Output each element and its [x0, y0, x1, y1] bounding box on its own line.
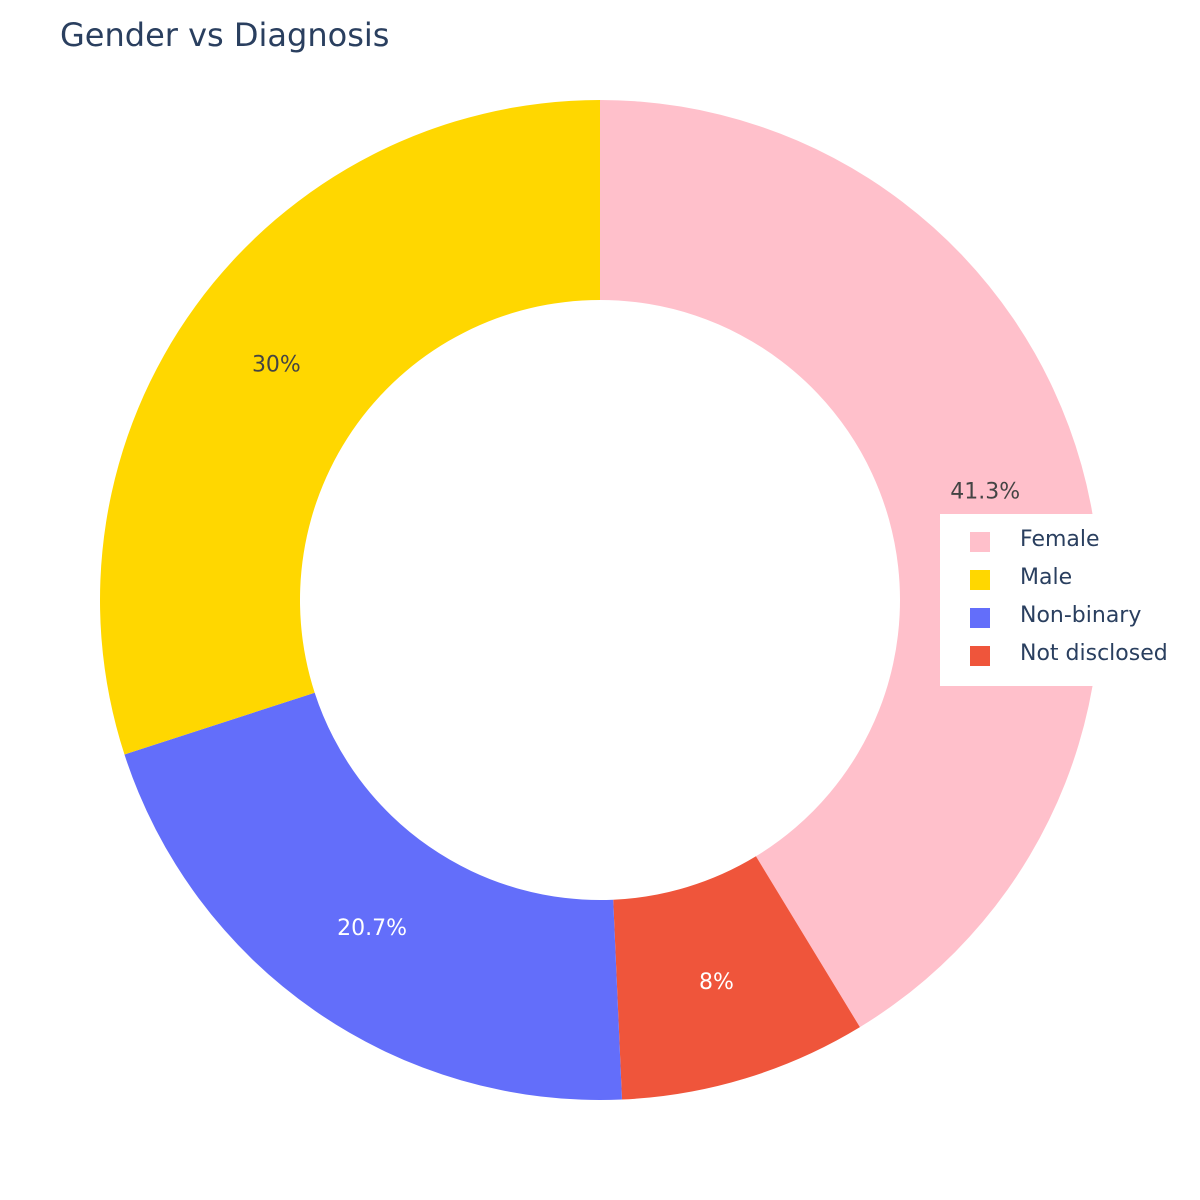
legend-swatch	[970, 532, 990, 552]
slice-label-male: 30%	[252, 352, 301, 377]
slice-label-non-binary: 20.7%	[337, 916, 407, 941]
slice-label-not-disclosed: 8%	[699, 970, 734, 995]
chart-title: Gender vs Diagnosis	[60, 16, 390, 54]
slice-male[interactable]	[99, 100, 600, 755]
legend-label: Not disclosed	[1020, 641, 1168, 666]
slice-female[interactable]	[600, 100, 1100, 1028]
legend-label: Female	[1020, 527, 1100, 552]
legend-item-female[interactable]: Female	[940, 524, 1200, 562]
legend: Female Male Non-binary Not disclosed	[940, 514, 1200, 686]
slice-non-binary[interactable]	[124, 692, 622, 1100]
legend-item-not-disclosed[interactable]: Not disclosed	[940, 638, 1200, 676]
legend-item-male[interactable]: Male	[940, 562, 1200, 600]
legend-swatch	[970, 608, 990, 628]
legend-swatch	[970, 646, 990, 666]
slice-label-female: 41.3%	[950, 480, 1020, 505]
labels-layer: 41.3% 8% 20.7% 30%	[252, 352, 1020, 995]
legend-label: Non-binary	[1020, 603, 1142, 628]
legend-label: Male	[1020, 565, 1073, 590]
slices-layer	[99, 100, 1100, 1100]
legend-swatch	[970, 570, 990, 590]
legend-item-non-binary[interactable]: Non-binary	[940, 600, 1200, 638]
slice-not-disclosed[interactable]	[613, 856, 860, 1100]
